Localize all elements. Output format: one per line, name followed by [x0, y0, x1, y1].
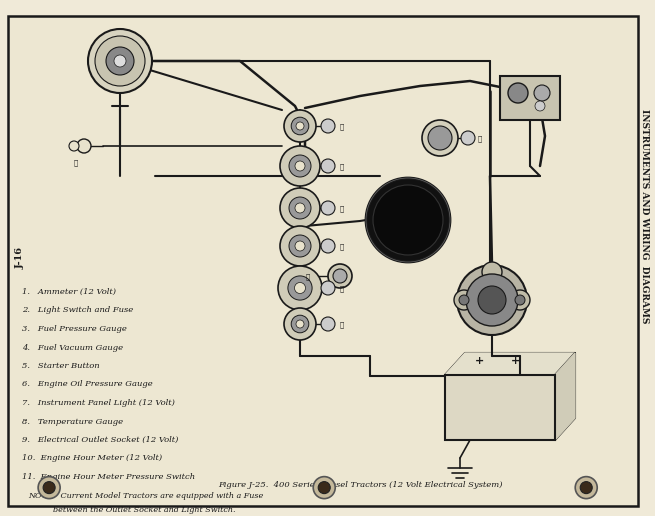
Circle shape: [77, 139, 91, 153]
Text: INSTRUMENTS AND WIRING  DIAGRAMS: INSTRUMENTS AND WIRING DIAGRAMS: [641, 109, 650, 323]
Text: ④: ④: [340, 204, 344, 212]
Text: 8.   Temperature Gauge: 8. Temperature Gauge: [22, 417, 123, 426]
Circle shape: [280, 146, 320, 186]
Circle shape: [43, 481, 55, 494]
Text: +: +: [510, 356, 519, 366]
Circle shape: [288, 276, 312, 300]
Circle shape: [333, 269, 347, 283]
Text: 4.   Fuel Vacuum Gauge: 4. Fuel Vacuum Gauge: [22, 344, 123, 351]
Circle shape: [457, 265, 527, 335]
Circle shape: [295, 241, 305, 251]
Circle shape: [321, 281, 335, 295]
Circle shape: [328, 264, 352, 288]
Circle shape: [296, 122, 304, 130]
Text: 2.   Light Switch and Fuse: 2. Light Switch and Fuse: [22, 307, 133, 314]
Circle shape: [422, 120, 458, 156]
Circle shape: [461, 131, 475, 145]
Circle shape: [373, 185, 443, 255]
Circle shape: [510, 290, 530, 310]
Circle shape: [313, 477, 335, 498]
Circle shape: [321, 317, 335, 331]
Circle shape: [291, 315, 309, 333]
Text: 9.   Electrical Outlet Socket (12 Volt): 9. Electrical Outlet Socket (12 Volt): [22, 436, 178, 444]
Circle shape: [88, 29, 152, 93]
Circle shape: [508, 83, 528, 103]
Text: Figure J-25.  400 Series Diesel Tractors (12 Volt Electrical System): Figure J-25. 400 Series Diesel Tractors …: [217, 481, 502, 489]
Circle shape: [321, 239, 335, 253]
Text: between the Outlet Socket and Light Switch.: between the Outlet Socket and Light Swit…: [28, 506, 236, 513]
Circle shape: [482, 262, 502, 282]
Circle shape: [289, 155, 311, 177]
Circle shape: [280, 226, 320, 266]
Circle shape: [366, 178, 450, 262]
Text: ⑥: ⑥: [478, 134, 482, 142]
Text: 10.  Engine Hour Meter (12 Volt): 10. Engine Hour Meter (12 Volt): [22, 455, 162, 462]
Circle shape: [291, 117, 309, 135]
Text: 1.   Ammeter (12 Volt): 1. Ammeter (12 Volt): [22, 288, 116, 296]
Text: 7.   Instrument Panel Light (12 Volt): 7. Instrument Panel Light (12 Volt): [22, 399, 175, 407]
Circle shape: [69, 141, 79, 151]
Circle shape: [278, 266, 322, 310]
Text: 6.   Engine Oil Pressure Gauge: 6. Engine Oil Pressure Gauge: [22, 380, 153, 389]
Circle shape: [321, 201, 335, 215]
Text: ②: ②: [340, 284, 344, 292]
Text: ③: ③: [340, 242, 344, 250]
Circle shape: [289, 197, 311, 219]
Circle shape: [534, 85, 550, 101]
Text: ⑦: ⑦: [340, 122, 344, 130]
Circle shape: [321, 119, 335, 133]
Circle shape: [38, 477, 60, 498]
Polygon shape: [445, 353, 575, 375]
Circle shape: [289, 235, 311, 257]
Bar: [445, 375, 555, 440]
Circle shape: [428, 126, 452, 150]
Text: ①: ①: [340, 320, 344, 328]
Circle shape: [114, 55, 126, 67]
Polygon shape: [555, 353, 575, 440]
Circle shape: [321, 159, 335, 173]
Text: +: +: [476, 356, 485, 366]
Circle shape: [284, 308, 316, 340]
Circle shape: [478, 286, 506, 314]
Text: ⑤: ⑤: [306, 272, 310, 280]
Circle shape: [280, 188, 320, 228]
Circle shape: [575, 477, 597, 498]
Text: ⑨: ⑨: [74, 158, 78, 166]
Circle shape: [459, 295, 469, 305]
Circle shape: [295, 282, 305, 294]
Circle shape: [295, 203, 305, 213]
Circle shape: [318, 481, 330, 494]
Text: 3.   Fuel Pressure Gauge: 3. Fuel Pressure Gauge: [22, 325, 127, 333]
Circle shape: [454, 290, 474, 310]
Text: ⑧: ⑧: [340, 162, 344, 170]
Text: NOTE:  Current Model Tractors are equipped with a Fuse: NOTE: Current Model Tractors are equippe…: [28, 492, 263, 499]
Text: 11.  Engine Hour Meter Pressure Switch: 11. Engine Hour Meter Pressure Switch: [22, 473, 195, 481]
Circle shape: [295, 161, 305, 171]
Bar: [500, 76, 560, 120]
Circle shape: [535, 101, 545, 111]
Circle shape: [296, 320, 304, 328]
Text: 5.   Starter Button: 5. Starter Button: [22, 362, 100, 370]
Circle shape: [580, 481, 592, 494]
Circle shape: [284, 110, 316, 142]
Circle shape: [515, 295, 525, 305]
Text: J-16: J-16: [16, 247, 24, 269]
Circle shape: [95, 36, 145, 86]
Circle shape: [466, 274, 518, 326]
Circle shape: [106, 47, 134, 75]
